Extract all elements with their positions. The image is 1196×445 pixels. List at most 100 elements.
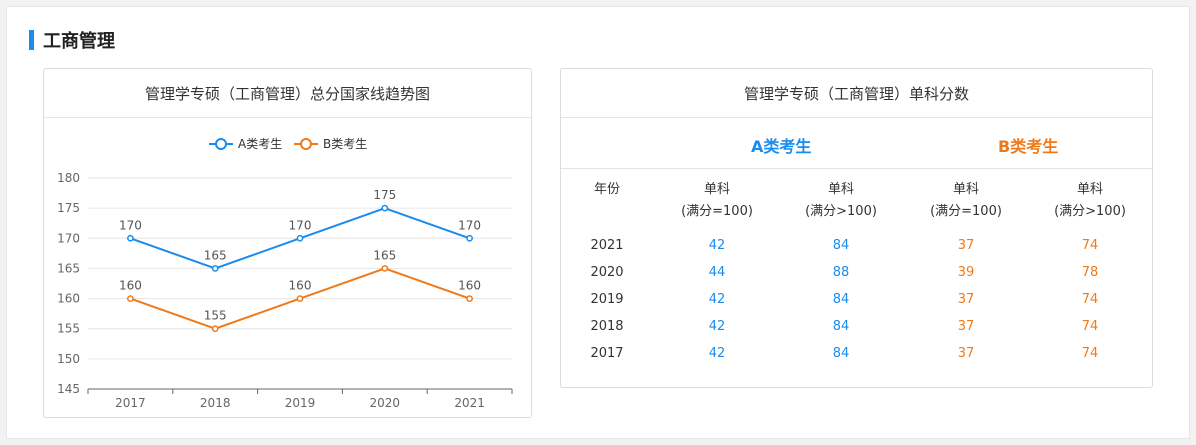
data-point bbox=[381, 204, 389, 212]
header-year: 年份 bbox=[579, 179, 635, 201]
type-b-label: B类考生 bbox=[998, 137, 1059, 156]
data-point bbox=[466, 234, 473, 242]
score-cell: 37 bbox=[957, 292, 975, 307]
score-cell: 74 bbox=[1081, 292, 1099, 307]
candidate-type-row: A类考生 B类考生 bbox=[561, 118, 1152, 169]
table-row: 2021 42 84 37 74 bbox=[561, 235, 1152, 262]
y-tick-label: 155 bbox=[57, 322, 80, 336]
header-line1: 单科 bbox=[827, 182, 854, 197]
score-cell: 74 bbox=[1081, 238, 1099, 253]
data-label: 165 bbox=[373, 248, 396, 262]
data-point bbox=[296, 234, 304, 242]
data-label: 170 bbox=[119, 218, 142, 232]
header-line1: 单科 bbox=[703, 182, 730, 197]
data-label: 165 bbox=[204, 248, 227, 262]
y-tick-label: 175 bbox=[57, 201, 80, 215]
score-table-card: 管理学专硕（工商管理）单科分数 A类考生 B类考生 年份 单科 (满分=100)… bbox=[560, 68, 1153, 388]
header-a-over: 单科 (满分>100) bbox=[781, 179, 901, 223]
table-row: 2019 42 84 37 74 bbox=[561, 289, 1152, 316]
y-tick-label: 165 bbox=[57, 261, 80, 275]
section-accent-bar bbox=[29, 30, 34, 50]
score-cell: 44 bbox=[708, 265, 726, 280]
x-tick-label: 2019 bbox=[285, 396, 316, 410]
data-point bbox=[296, 295, 304, 302]
header-line2: (满分=100) bbox=[930, 204, 1002, 219]
score-cell: 42 bbox=[708, 319, 726, 334]
section-header: 工商管理 bbox=[29, 29, 115, 52]
x-tick-label: 2021 bbox=[454, 396, 485, 410]
chart-legend: A类考生 B类考生 bbox=[209, 137, 367, 151]
score-cell: 74 bbox=[1081, 319, 1099, 334]
header-year-label: 年份 bbox=[593, 182, 620, 197]
header-a-100: 单科 (满分=100) bbox=[657, 179, 777, 223]
content-panel: 工商管理 管理学专硕（工商管理）总分国家线趋势图 A类考生 B类考生 145 150… bbox=[6, 6, 1190, 439]
score-table: 年份 单科 (满分=100) 单科 (满分>100) 单科 (满分=100) 单… bbox=[561, 179, 1152, 370]
data-point bbox=[211, 325, 219, 333]
y-tick-label: 160 bbox=[57, 292, 80, 306]
legend-marker bbox=[300, 138, 312, 150]
header-b-100: 单科 (满分=100) bbox=[906, 179, 1026, 223]
y-tick-label: 145 bbox=[57, 382, 80, 396]
header-line2: (满分=100) bbox=[681, 204, 753, 219]
table-title: 管理学专硕（工商管理）单科分数 bbox=[561, 69, 1152, 118]
table-row: 2018 42 84 37 74 bbox=[561, 316, 1152, 343]
score-cell: 37 bbox=[957, 319, 975, 334]
legend-label: A类考生 bbox=[238, 137, 282, 151]
y-tick-label: 180 bbox=[57, 171, 80, 185]
header-line1: 单科 bbox=[1076, 182, 1103, 197]
trend-chart-card: 管理学专硕（工商管理）总分国家线趋势图 A类考生 B类考生 145 150 155 16… bbox=[43, 68, 532, 418]
score-cell: 74 bbox=[1081, 346, 1099, 361]
x-tick-label: 2018 bbox=[200, 396, 231, 410]
score-cell: 42 bbox=[708, 292, 726, 307]
data-point bbox=[381, 265, 389, 272]
data-point bbox=[466, 295, 473, 302]
score-cell: 37 bbox=[957, 238, 975, 253]
y-tick-label: 150 bbox=[57, 352, 80, 366]
legend-marker bbox=[215, 138, 227, 150]
table-header-row: 年份 单科 (满分=100) 单科 (满分>100) 单科 (满分=100) 单… bbox=[561, 179, 1152, 225]
data-point bbox=[127, 295, 134, 302]
year-cell: 2017 bbox=[590, 346, 624, 361]
score-cell: 37 bbox=[957, 346, 975, 361]
data-label: 160 bbox=[458, 279, 481, 293]
section-title: 工商管理 bbox=[43, 31, 115, 52]
type-a-label: A类考生 bbox=[751, 137, 812, 156]
legend-label: B类考生 bbox=[323, 137, 367, 151]
chart-grid bbox=[88, 177, 512, 360]
data-label: 175 bbox=[373, 188, 396, 202]
score-cell: 42 bbox=[708, 238, 726, 253]
year-cell: 2020 bbox=[590, 265, 624, 280]
header-line1: 单科 bbox=[952, 182, 979, 197]
x-axis: 2017 2018 2019 2020 2021 bbox=[87, 388, 513, 410]
score-cell: 88 bbox=[832, 265, 850, 280]
table-row: 2020 44 88 39 78 bbox=[561, 262, 1152, 289]
table-row: 2017 42 84 37 74 bbox=[561, 343, 1152, 370]
data-label: 170 bbox=[289, 218, 312, 232]
y-axis: 145 150 155 160 165 170 175 180 bbox=[57, 171, 80, 396]
score-cell: 42 bbox=[708, 346, 726, 361]
data-label: 155 bbox=[204, 309, 227, 323]
score-cell: 84 bbox=[832, 238, 850, 253]
chart-series: 170 165 170 175 170 160 155 160 165 160 bbox=[119, 188, 481, 333]
y-tick-label: 170 bbox=[57, 231, 80, 245]
score-cell: 84 bbox=[832, 346, 850, 361]
data-label: 160 bbox=[289, 279, 312, 293]
header-b-over: 单科 (满分>100) bbox=[1030, 179, 1150, 223]
data-point bbox=[211, 265, 219, 272]
chart-title: 管理学专硕（工商管理）总分国家线趋势图 bbox=[44, 69, 531, 118]
x-tick-label: 2017 bbox=[115, 396, 146, 410]
data-point bbox=[127, 234, 134, 242]
data-label: 160 bbox=[119, 279, 142, 293]
x-tick-label: 2020 bbox=[370, 396, 401, 410]
score-cell: 39 bbox=[957, 265, 975, 280]
header-line2: (满分>100) bbox=[1054, 204, 1126, 219]
header-line2: (满分>100) bbox=[805, 204, 877, 219]
year-cell: 2019 bbox=[590, 292, 624, 307]
score-cell: 84 bbox=[832, 292, 850, 307]
year-cell: 2018 bbox=[590, 319, 624, 334]
score-cell: 78 bbox=[1081, 265, 1099, 280]
data-label: 170 bbox=[458, 218, 481, 232]
year-cell: 2021 bbox=[590, 238, 624, 253]
score-cell: 84 bbox=[832, 319, 850, 334]
